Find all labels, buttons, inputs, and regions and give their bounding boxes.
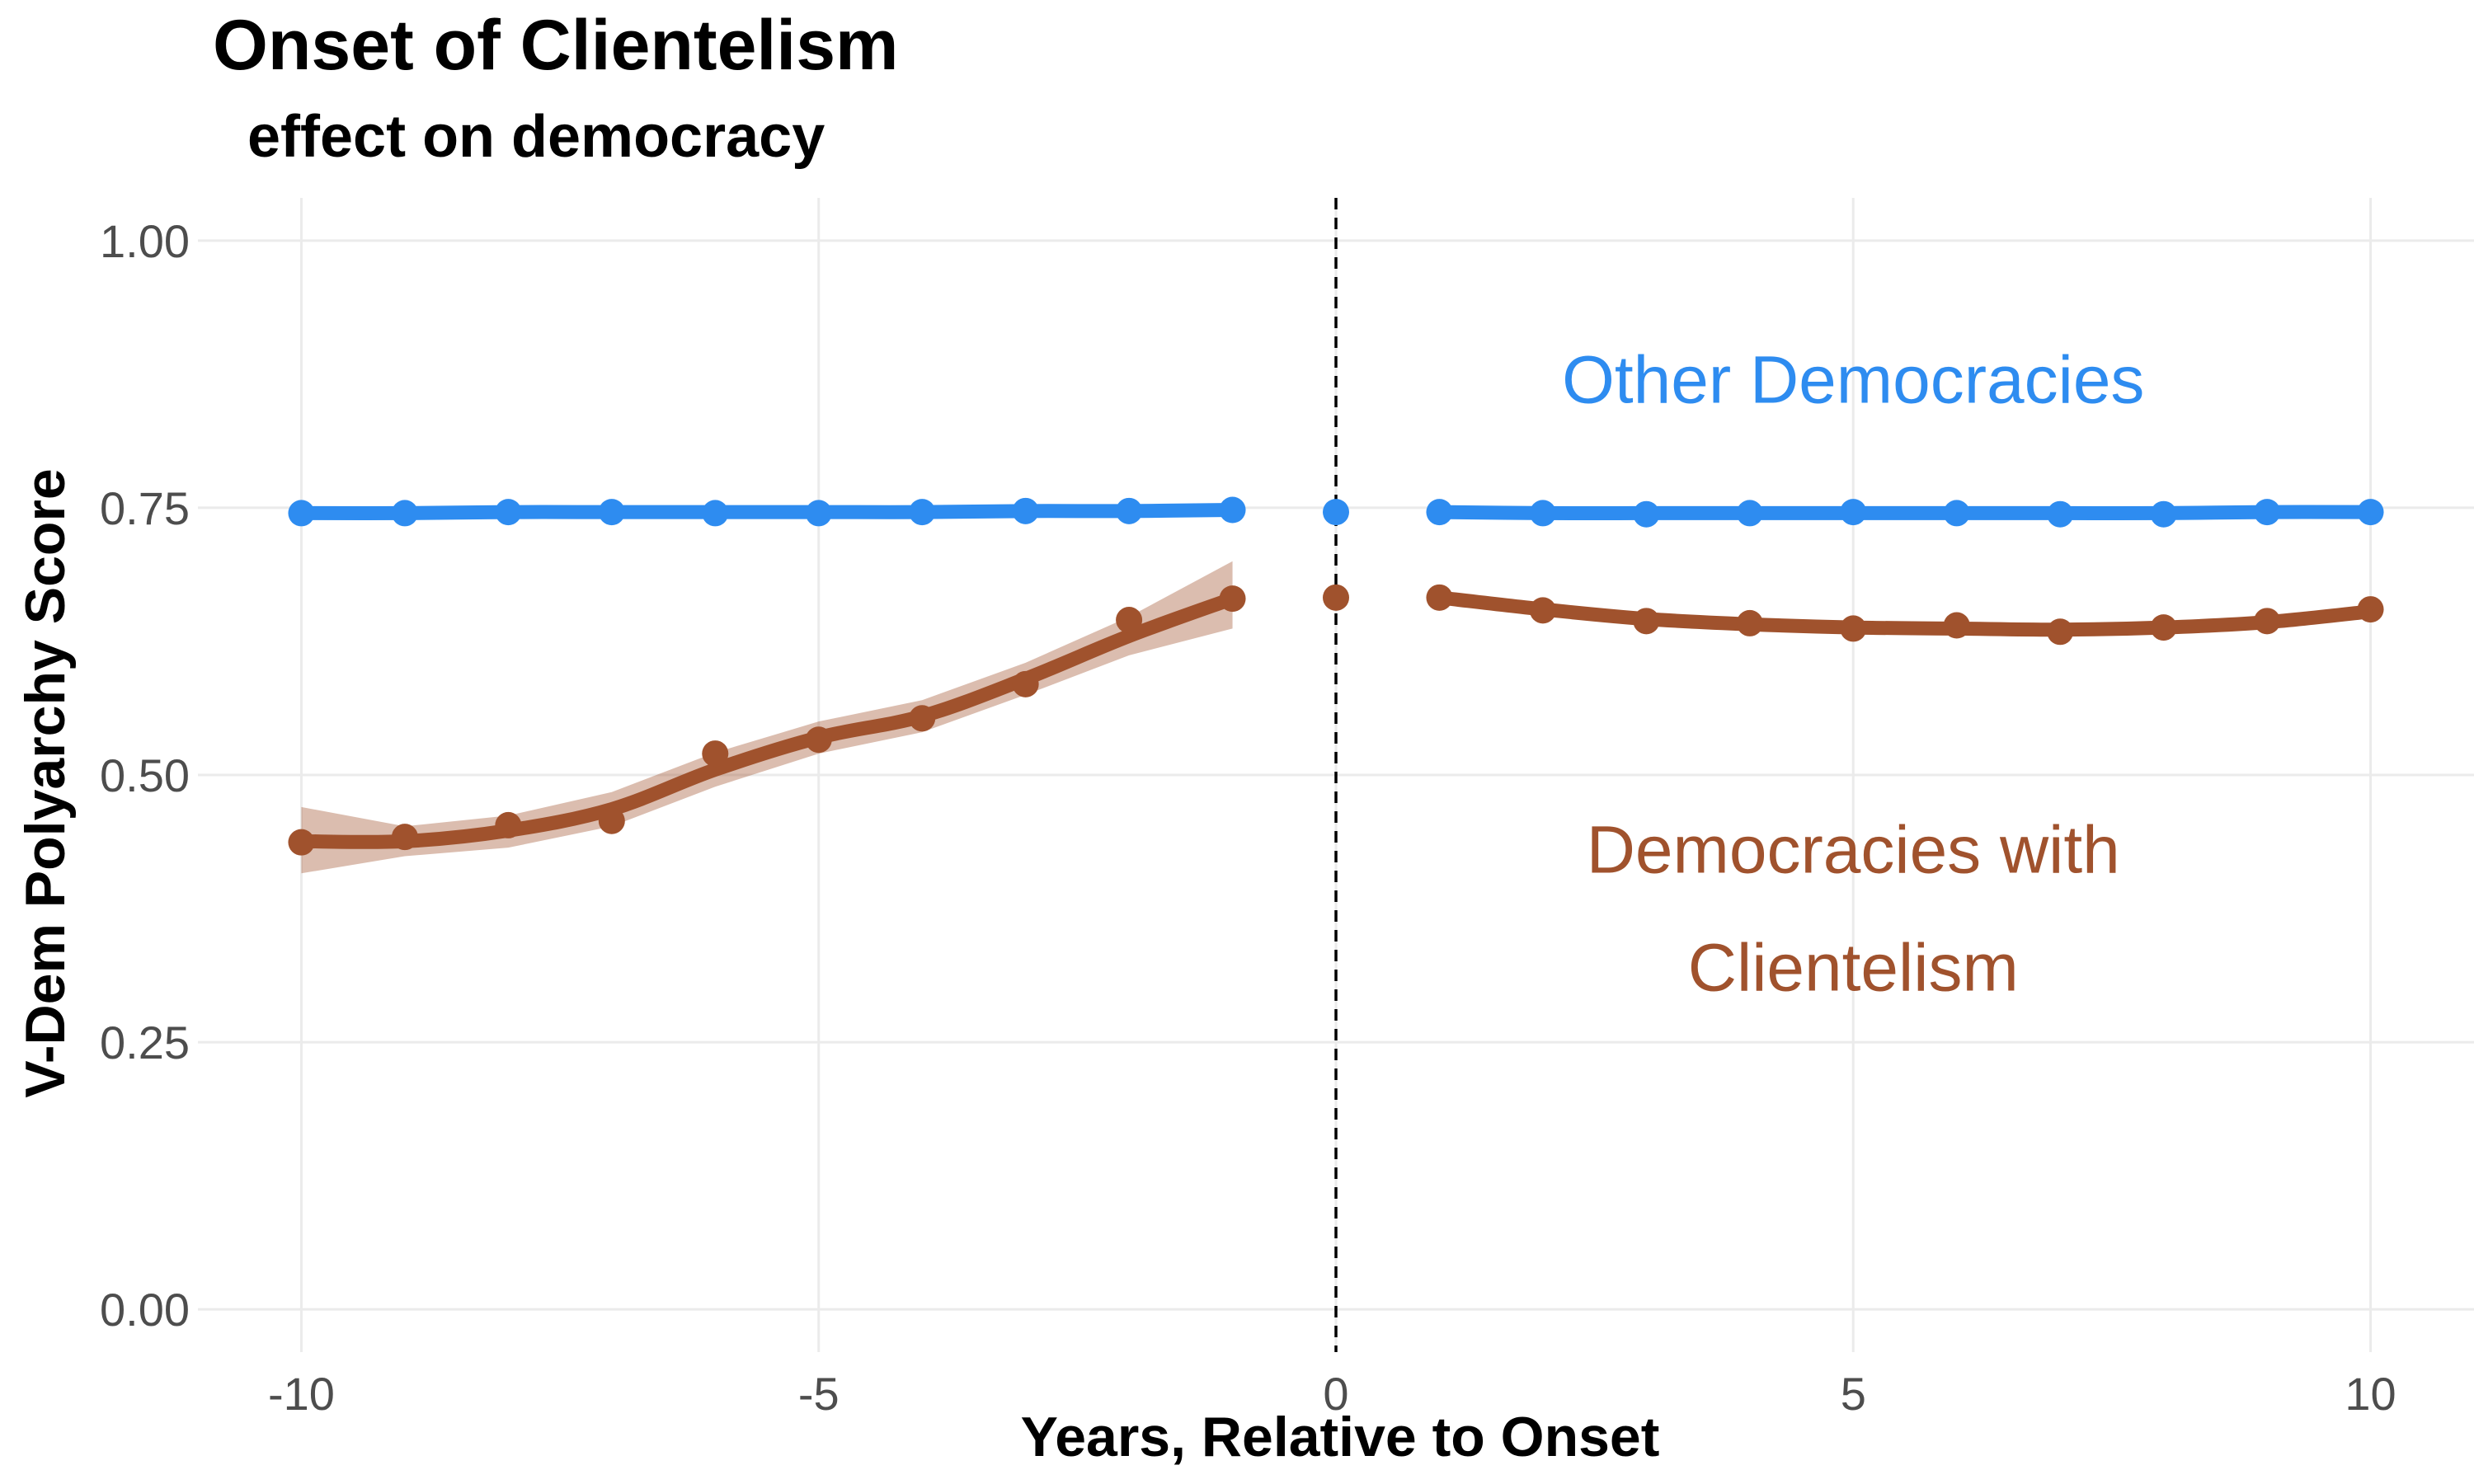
series-annotations: Other Democracies Democracies with Cliente… <box>1562 342 2144 1005</box>
other-democracies-point <box>391 500 418 527</box>
other-democracies-point <box>1529 500 1556 527</box>
clientelism-democracies-onset-point <box>1323 584 1349 611</box>
clientelism-democracies-point <box>1012 670 1039 697</box>
clientelism-democracies-point <box>1529 597 1556 624</box>
x-axis-title: Years, Relative to Onset <box>1021 1406 1660 1468</box>
clientelism-democracies-line-pre <box>294 591 1240 849</box>
clientelism-democracies-point <box>1840 615 1867 642</box>
series-lines <box>294 503 2378 849</box>
y-tick-label: 0.50 <box>100 749 190 801</box>
other-democracies-point <box>1219 496 1246 524</box>
clientelism-democracies-point <box>909 705 936 732</box>
other-democracies-point <box>2254 499 2281 526</box>
other-democracies-point <box>1426 499 1453 526</box>
other-democracies-point <box>2357 499 2384 526</box>
y-axis-title: V-Dem Polyarchy Score <box>14 468 77 1097</box>
series-annotation-label: Democracies with <box>1587 813 2120 888</box>
clientelism-democracies-point <box>2357 596 2384 623</box>
x-tick-label: 10 <box>2345 1368 2396 1420</box>
series-annotation-label: Clientelism <box>1688 930 2019 1005</box>
other-democracies-point <box>1012 497 1039 524</box>
clientelism-democracies-point <box>2254 608 2281 635</box>
x-axis-ticks: -10 -5 0 5 10 <box>268 1368 2396 1420</box>
other-democracies-point <box>495 499 522 526</box>
clientelism-democracies-line-post <box>1432 590 2378 637</box>
chart-subtitle: effect on democracy <box>247 104 825 170</box>
clientelism-democracies-point <box>1736 609 1763 636</box>
clientelism-democracies-point <box>2047 618 2074 646</box>
chart-title: Onset of Clientelism <box>213 6 899 85</box>
clientelism-democracies-point <box>1219 585 1246 613</box>
other-democracies-point <box>2150 500 2177 528</box>
other-democracies-point <box>1633 500 1660 528</box>
clientelism-democracies-point <box>1633 608 1660 635</box>
y-tick-label: 0.75 <box>100 482 190 534</box>
clientelism-democracies-point <box>805 726 832 754</box>
x-tick-label: 0 <box>1323 1368 1348 1420</box>
clientelism-democracies-point <box>288 829 315 856</box>
other-democracies-point <box>1840 499 1867 526</box>
other-democracies-line-post <box>1432 505 2378 521</box>
series-annotation-label: Other Democracies <box>1562 342 2144 417</box>
other-democracies-point <box>805 500 832 527</box>
other-democracies-line-pre <box>294 503 1240 521</box>
clientelism-democracies-ci-band-pre <box>301 561 1233 874</box>
x-tick-label: -10 <box>268 1368 335 1420</box>
other-democracies-point <box>909 499 936 526</box>
other-democracies-point <box>2047 500 2074 528</box>
other-democracies-point <box>598 499 625 526</box>
x-tick-label: -5 <box>798 1368 840 1420</box>
clientelism-democracies-point <box>391 824 418 851</box>
y-axis-ticks: 0.00 0.25 0.50 0.75 1.00 <box>100 215 190 1336</box>
y-tick-label: 0.25 <box>100 1017 190 1068</box>
series-points <box>288 496 2384 856</box>
other-democracies-point <box>288 500 315 527</box>
clientelism-democracies-point <box>1116 607 1143 634</box>
clientelism-democracies-point <box>702 740 729 768</box>
clientelism-democracies-point <box>2150 614 2177 641</box>
clientelism-democracies-point <box>598 807 625 834</box>
clientelism-democracies-point <box>1426 584 1453 611</box>
other-democracies-point <box>1943 500 1970 527</box>
other-democracies-point <box>1736 500 1763 527</box>
other-democracies-onset-point <box>1323 499 1349 526</box>
x-tick-label: 5 <box>1841 1368 1866 1420</box>
other-democracies-point <box>1116 497 1143 524</box>
other-democracies-point <box>702 500 729 527</box>
y-tick-label: 0.00 <box>100 1284 190 1336</box>
y-tick-label: 1.00 <box>100 215 190 267</box>
confidence-bands <box>301 561 1233 874</box>
clientelism-democracies-point <box>495 811 522 838</box>
clientelism-democracies-point <box>1943 612 1970 639</box>
